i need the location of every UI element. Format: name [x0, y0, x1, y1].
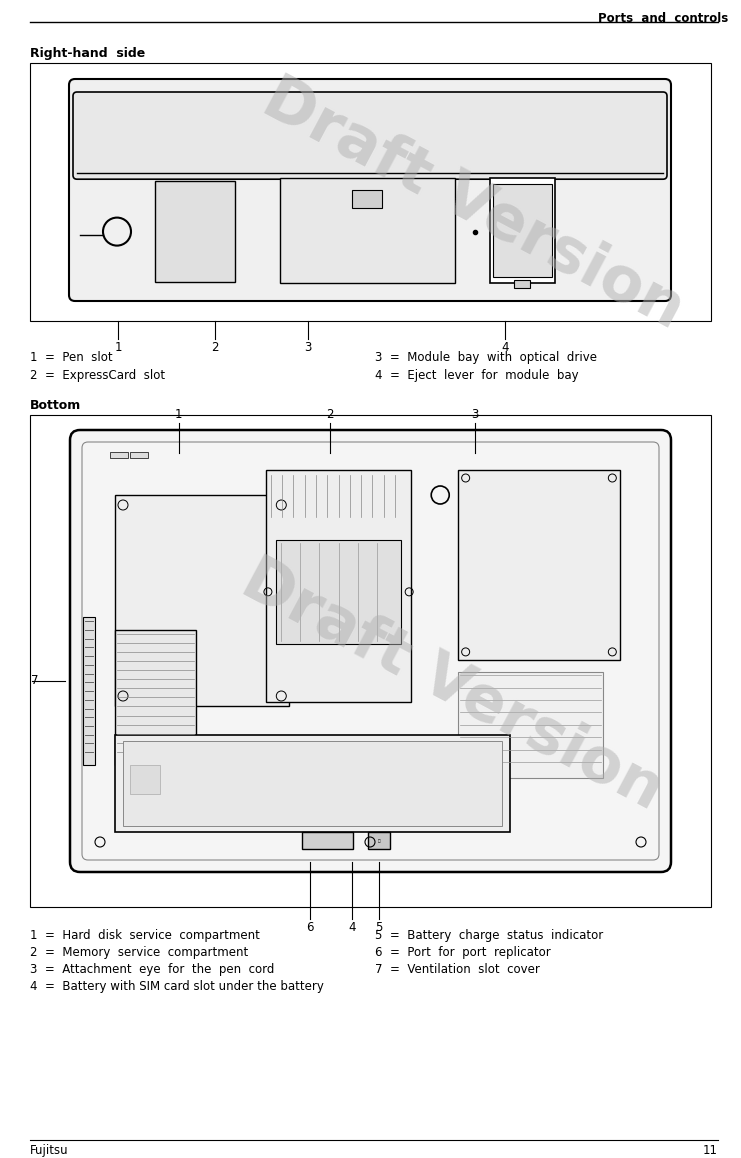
Text: 5  =  Battery  charge  status  indicator: 5 = Battery charge status indicator — [375, 929, 603, 941]
Text: 1  =  Hard  disk  service  compartment: 1 = Hard disk service compartment — [30, 929, 260, 941]
Bar — [115, 630, 196, 765]
Text: 4  =  Eject  lever  for  module  bay: 4 = Eject lever for module bay — [375, 369, 579, 382]
Bar — [276, 540, 401, 644]
Text: 3: 3 — [305, 340, 312, 354]
Text: 2  =  Memory  service  compartment: 2 = Memory service compartment — [30, 946, 248, 959]
Bar — [30, 415, 711, 907]
Bar — [490, 178, 555, 283]
FancyBboxPatch shape — [69, 79, 671, 301]
Bar — [130, 452, 148, 459]
Bar — [514, 280, 530, 288]
Bar — [155, 181, 235, 283]
Bar — [115, 494, 289, 706]
Text: 2: 2 — [211, 340, 219, 354]
Bar — [493, 184, 552, 277]
Text: 2  =  ExpressCard  slot: 2 = ExpressCard slot — [30, 369, 165, 382]
Bar — [115, 735, 510, 833]
Text: 6: 6 — [306, 921, 313, 935]
Text: Draft Version: Draft Version — [231, 549, 673, 822]
Text: Bottom: Bottom — [30, 400, 82, 412]
Bar — [266, 470, 411, 702]
Text: Fujitsu: Fujitsu — [30, 1144, 69, 1157]
FancyBboxPatch shape — [73, 91, 667, 179]
Text: Ports  and  controls: Ports and controls — [598, 12, 728, 25]
FancyBboxPatch shape — [70, 430, 671, 872]
Bar — [123, 741, 502, 827]
Text: 4: 4 — [348, 921, 356, 935]
Text: 2: 2 — [326, 408, 333, 422]
Text: 4: 4 — [501, 340, 509, 354]
Text: 7: 7 — [31, 674, 39, 687]
Text: 6  =  Port  for  port  replicator: 6 = Port for port replicator — [375, 946, 551, 959]
Text: 1  =  Pen  slot: 1 = Pen slot — [30, 351, 113, 364]
Text: Right-hand  side: Right-hand side — [30, 47, 145, 60]
Text: 4  =  Battery with SIM card slot under the battery: 4 = Battery with SIM card slot under the… — [30, 980, 324, 994]
Text: 3  =  Module  bay  with  optical  drive: 3 = Module bay with optical drive — [375, 351, 597, 364]
Bar — [352, 190, 382, 208]
Bar — [302, 833, 353, 849]
Bar — [280, 178, 455, 283]
Text: Draft Version: Draft Version — [252, 68, 694, 342]
Text: ⬛: ⬛ — [378, 838, 380, 843]
Bar — [30, 63, 711, 321]
Text: 5: 5 — [376, 921, 383, 935]
Text: 7  =  Ventilation  slot  cover: 7 = Ventilation slot cover — [375, 963, 540, 976]
Text: 11: 11 — [703, 1144, 718, 1157]
Text: 3: 3 — [471, 408, 479, 422]
Bar — [458, 672, 603, 778]
Text: 1: 1 — [175, 408, 182, 422]
Bar — [458, 470, 620, 660]
Text: 3  =  Attachment  eye  for  the  pen  cord: 3 = Attachment eye for the pen cord — [30, 963, 274, 976]
Bar — [110, 452, 128, 459]
Bar — [368, 833, 390, 849]
Bar — [83, 617, 95, 765]
Text: 1: 1 — [114, 340, 122, 354]
Bar — [130, 764, 160, 793]
